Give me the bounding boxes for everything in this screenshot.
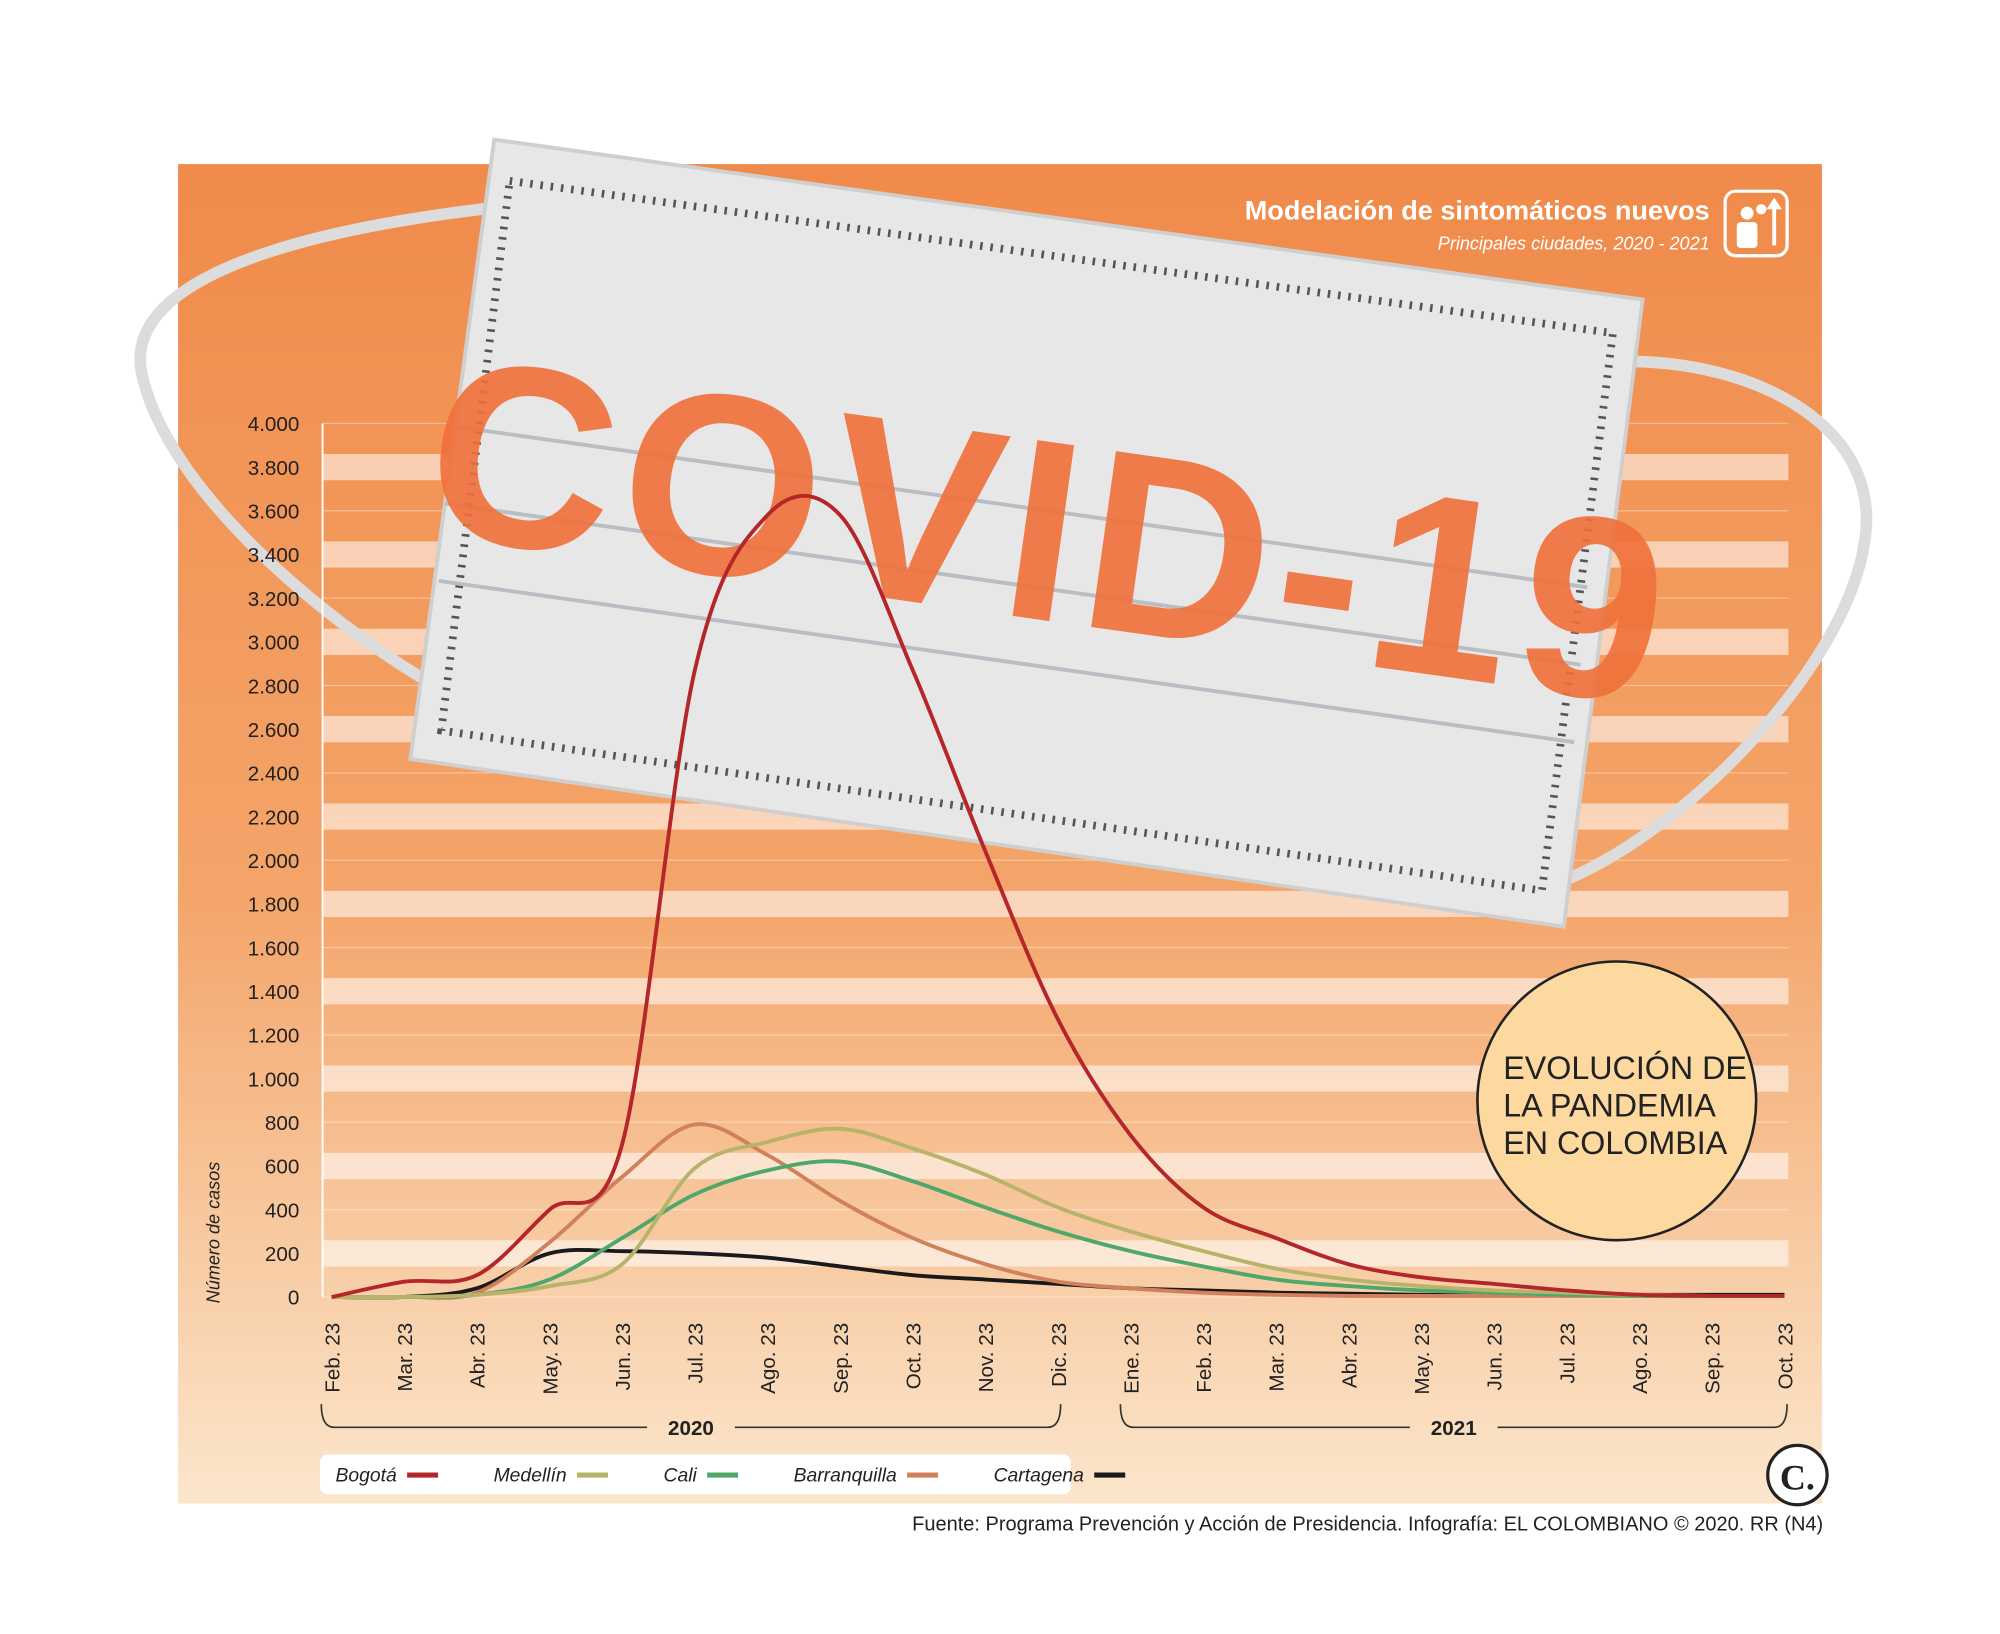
series-line <box>331 1126 1785 1300</box>
y-tick-label: 2.200 <box>248 806 300 829</box>
mask-pleat <box>438 578 1575 745</box>
chart-title: Modelación de sintomáticos nuevos <box>1245 195 1710 226</box>
year-label: 2021 <box>1431 1417 1477 1440</box>
x-tick-label: Feb. 23 <box>1193 1323 1216 1393</box>
mask-illustration: COVID-19 <box>134 137 1873 929</box>
x-tick-label: Abr. 23 <box>1338 1323 1361 1388</box>
x-tick-label: Sep. 23 <box>1702 1323 1725 1394</box>
source-note: Fuente: Programa Prevención y Acción de … <box>912 1514 1823 1536</box>
y-tick-label: 3.400 <box>248 544 300 567</box>
grid-band <box>322 1240 1789 1267</box>
x-tick-label: Sep. 23 <box>830 1323 853 1394</box>
y-tick-label: 1.400 <box>248 981 300 1004</box>
x-tick-label: Jul. 23 <box>1556 1323 1579 1384</box>
x-tick-label: Ago. 23 <box>1629 1323 1652 1394</box>
y-tick-label: 1.000 <box>248 1068 300 1091</box>
chart-subtitle: Principales ciudades, 2020 - 2021 <box>1438 233 1710 253</box>
x-tick-label: Abr. 23 <box>467 1323 490 1388</box>
legend-box <box>320 1454 1071 1495</box>
y-tick-label: 0 <box>288 1287 299 1310</box>
y-tick-label: 2.800 <box>248 675 300 698</box>
mask-body <box>408 137 1645 929</box>
x-tick-label: Oct. 23 <box>1774 1323 1797 1390</box>
y-tick-label: 3.200 <box>248 588 300 611</box>
y-tick-label: 3.000 <box>248 632 300 655</box>
y-tick-label: 4.000 <box>248 413 300 436</box>
y-tick-label: 600 <box>265 1156 299 1179</box>
logo-text: C. <box>1780 1457 1815 1497</box>
legend: Bogotá Medellín Cali Barranquilla Cartagena <box>335 1465 1126 1487</box>
x-tick-label: Jul. 23 <box>685 1323 708 1384</box>
ear-loop <box>1552 355 1873 890</box>
logo: C. <box>1766 1443 1829 1507</box>
legend-label: Bogotá <box>335 1465 397 1487</box>
y-tick-label: 2.000 <box>248 850 300 873</box>
legend-label: Cartagena <box>994 1465 1085 1487</box>
y-tick-label: 1.800 <box>248 894 300 917</box>
annotation-line: EVOLUCIÓN DE <box>1503 1050 1747 1086</box>
y-tick-label: 400 <box>265 1199 299 1222</box>
mask-pleat <box>444 501 1581 667</box>
annotation-line: EN COLOMBIA <box>1503 1125 1727 1161</box>
series-line <box>331 1122 1785 1300</box>
ear-loop <box>134 200 504 690</box>
year-bracket <box>320 1404 1062 1429</box>
legend-label: Medellín <box>494 1465 567 1487</box>
x-tick-label: May. 23 <box>539 1323 562 1395</box>
legend-label: Barranquilla <box>794 1465 897 1487</box>
title-icon <box>1723 189 1789 258</box>
annotation: EVOLUCIÓN DE LA PANDEMIA EN COLOMBIA <box>1476 960 1758 1242</box>
legend-label: Cali <box>663 1465 697 1487</box>
x-tick-label: Jun. 23 <box>1484 1323 1507 1391</box>
x-tick-label: Nov. 23 <box>975 1323 998 1393</box>
y-axis-label: Número de casos <box>203 1162 223 1303</box>
plot-area: 0 200 400 600 800 1.000 1.200 1.400 1.600 1.800 2.… <box>248 413 1798 1440</box>
y-tick-label: 2.400 <box>248 763 300 786</box>
x-tick-label: Mar. 23 <box>1266 1323 1289 1392</box>
y-tick-label: 2.600 <box>248 719 300 742</box>
annotation-line: LA PANDEMIA <box>1503 1087 1716 1123</box>
y-tick-label: 1.600 <box>248 937 300 960</box>
x-tick-label: May. 23 <box>1411 1323 1434 1395</box>
x-tick-label: Jun. 23 <box>612 1323 635 1391</box>
x-tick-label: Oct. 23 <box>903 1323 926 1390</box>
y-tick-label: 3.800 <box>248 457 300 480</box>
mask-pleat <box>451 424 1588 590</box>
year-bracket <box>1119 1404 1788 1429</box>
y-tick-label: 1.200 <box>248 1025 300 1048</box>
y-tick-label: 800 <box>265 1112 299 1135</box>
x-tick-label: Ene. 23 <box>1120 1323 1143 1394</box>
x-tick-label: Dic. 23 <box>1048 1323 1071 1387</box>
year-label: 2020 <box>668 1417 714 1440</box>
y-tick-label: 3.600 <box>248 501 300 524</box>
series-line <box>331 493 1785 1299</box>
x-tick-label: Feb. 23 <box>321 1323 344 1393</box>
series-line <box>331 1159 1785 1300</box>
annotation-circle <box>1476 960 1758 1242</box>
y-tick-label: 200 <box>265 1243 299 1266</box>
x-tick-label: Mar. 23 <box>394 1323 417 1392</box>
x-tick-label: Ago. 23 <box>757 1323 780 1394</box>
